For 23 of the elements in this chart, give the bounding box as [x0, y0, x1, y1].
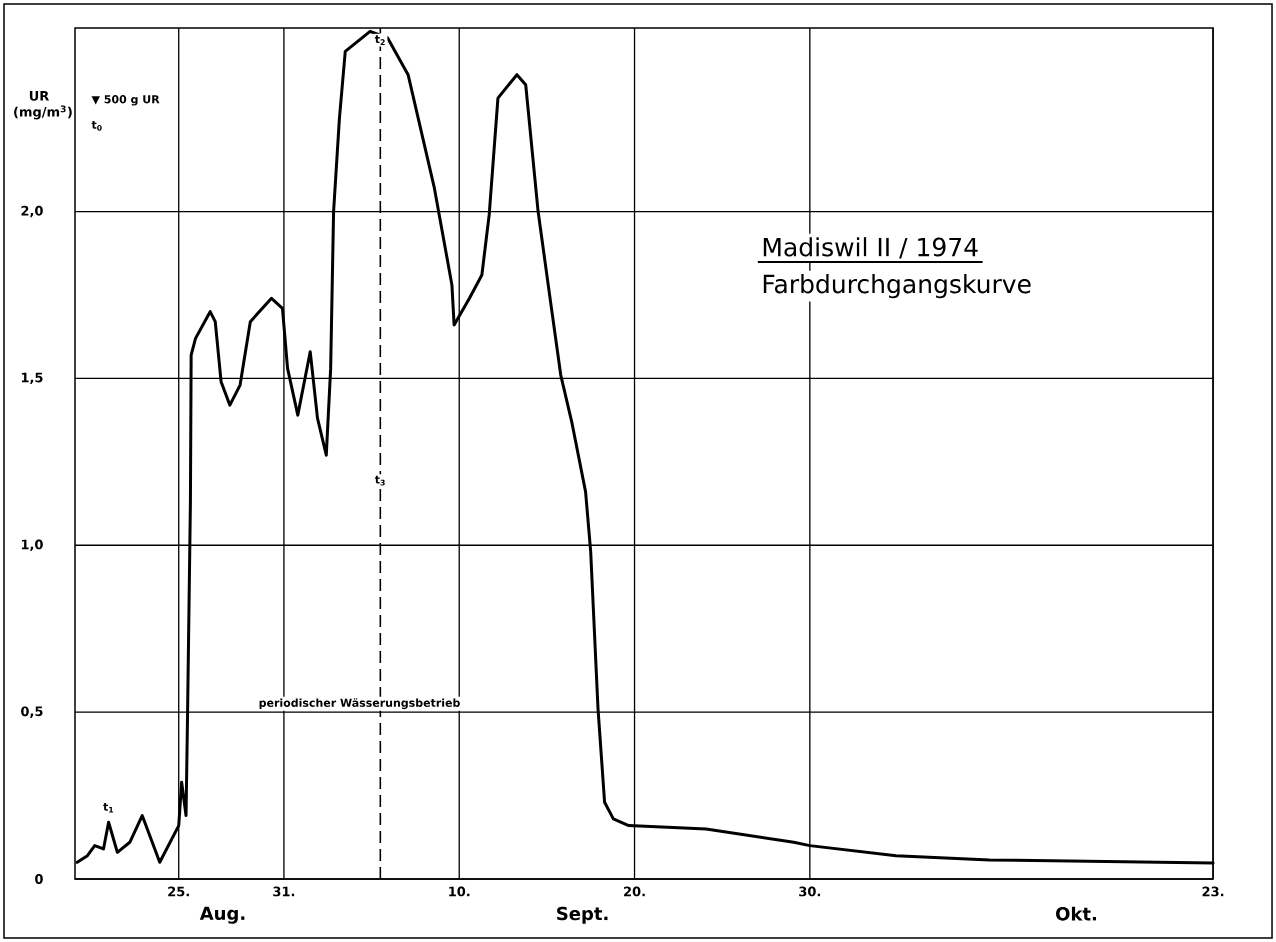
text: Okt. [1056, 906, 1097, 921]
x-tick-label: 30. [799, 886, 821, 897]
y-tick-label: 0,5 [21, 706, 43, 718]
annotation: t$_{1}$ [103, 803, 114, 813]
annotation: periodischer Wässerungsbetrieb [259, 698, 460, 710]
y-tick-label: 1,5 [21, 372, 43, 385]
x-tick-label: 23. [1202, 886, 1224, 897]
x-tick-label: 10. [449, 886, 470, 897]
text: Aug. [199, 906, 245, 924]
x-tick-label: 20. [624, 886, 645, 897]
annotation: t$_{3}$ [374, 475, 385, 486]
text: Madiswil II / 1974 [763, 237, 978, 259]
annotation: ▼ 500 g UR [91, 95, 160, 106]
annotation: t$_{0}$ [91, 120, 102, 131]
y-tick-label: 1,0 [21, 539, 43, 552]
x-tick-label: 31. [273, 886, 295, 897]
text: Farbdurchgangskurve [763, 274, 1031, 299]
y-axis-title: UR (mg/m$^{3}$) [14, 91, 72, 120]
text: Sept. [557, 906, 608, 924]
annotation: t$_{2}$ [374, 35, 385, 45]
y-tick-label: 2,0 [21, 205, 43, 218]
x-tick-label: 25. [168, 886, 189, 897]
y-tick-label: 0 [35, 874, 43, 884]
